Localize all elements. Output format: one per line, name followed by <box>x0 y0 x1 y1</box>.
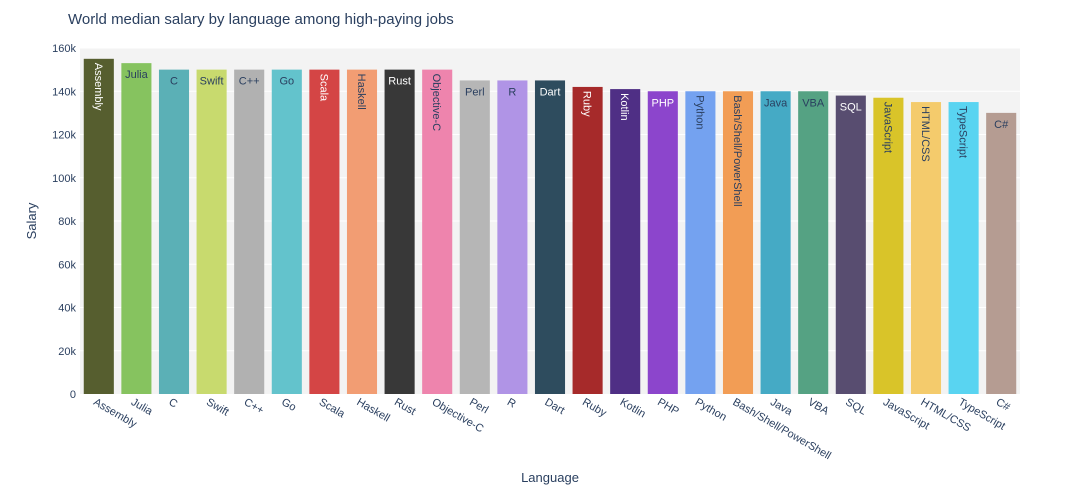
x-tick-label: VBA <box>806 396 832 418</box>
bar-label: R <box>508 86 516 98</box>
x-tick-label: Ruby <box>580 396 609 419</box>
bar-label: Perl <box>465 86 485 98</box>
x-tick-label: Julia <box>129 396 155 418</box>
bar <box>760 91 791 394</box>
bar <box>309 69 340 394</box>
y-axis-title: Salary <box>24 202 39 239</box>
x-tick-label: Dart <box>543 396 567 417</box>
y-tick-label: 0 <box>70 389 76 401</box>
bar <box>271 69 302 394</box>
x-tick-label: Rust <box>392 396 418 418</box>
x-tick-label: R <box>505 396 518 410</box>
x-tick-label: C# <box>994 396 1013 414</box>
bar <box>422 69 453 394</box>
bar <box>873 97 904 395</box>
bar <box>158 69 190 394</box>
y-tick-labels: 0 20k 40k 60k 80k 100k 120k 140k 160k <box>52 43 76 401</box>
chart-title: World median salary by language among hi… <box>68 11 454 28</box>
x-tick-label: Haskell <box>355 396 392 424</box>
bar-label: Assembly <box>92 63 104 111</box>
bar <box>346 69 378 394</box>
x-tick-label: C++ <box>242 396 266 417</box>
bar-label: SQL <box>840 102 862 114</box>
y-tick-label: 120k <box>52 130 76 142</box>
bar-label: VBA <box>802 97 825 109</box>
x-tick-label: PHP <box>655 396 681 418</box>
bar <box>798 91 829 394</box>
x-tick-label: Scala <box>317 396 348 421</box>
x-tick-label: Swift <box>204 396 231 418</box>
bar-labels: Assembly Julia C Swift C++ Go Scala Haskell Rust… <box>92 63 1009 207</box>
bar <box>835 95 866 394</box>
x-tick-label: C <box>167 396 180 410</box>
bar-label: Rust <box>388 76 411 88</box>
y-tick-label: 100k <box>52 173 76 185</box>
bar-label: Scala <box>317 74 329 102</box>
bar-label: HTML/CSS <box>919 106 931 162</box>
bar <box>685 91 716 394</box>
y-tick-label: 140k <box>52 86 76 98</box>
bar-label: Ruby <box>581 91 593 117</box>
bar <box>196 69 227 394</box>
y-tick-label: 160k <box>52 43 76 55</box>
bar <box>610 89 641 395</box>
bar-label: JavaScript <box>881 102 893 153</box>
x-tick-label: Python <box>693 396 729 424</box>
y-tick-label: 60k <box>58 259 76 271</box>
bar-label: Go <box>279 76 294 88</box>
bar-label: Haskell <box>355 74 367 110</box>
bars <box>83 58 1017 395</box>
y-tick-label: 40k <box>58 303 76 315</box>
x-tick-label: Java <box>768 396 795 418</box>
bar <box>459 80 490 394</box>
bar <box>497 80 528 394</box>
bar-label: C# <box>994 119 1009 131</box>
y-tick-label: 20k <box>58 346 76 358</box>
x-axis-title: Language <box>521 470 579 485</box>
x-tick-label: SQL <box>843 396 868 417</box>
bar-label: Kotlin <box>618 93 630 121</box>
bar-label: Bash/Shell/PowerShell <box>731 95 743 206</box>
bar-label: C <box>170 76 178 88</box>
bar <box>83 58 114 394</box>
bar-label: PHP <box>651 97 674 109</box>
x-tick-label: Kotlin <box>618 396 648 420</box>
bar <box>910 102 942 394</box>
bar-label: Objective-C <box>430 74 442 132</box>
bar <box>534 80 566 394</box>
x-tick-label: Go <box>279 396 298 414</box>
bar-label: Java <box>764 97 788 109</box>
bar <box>647 91 678 394</box>
bar-label: Swift <box>200 76 224 88</box>
bar <box>986 112 1017 394</box>
bar-label: Dart <box>540 86 561 98</box>
y-tick-label: 80k <box>58 216 76 228</box>
bar-label: C++ <box>239 76 260 88</box>
bar-label: Julia <box>125 69 149 81</box>
bar <box>121 63 152 394</box>
bar-label: Python <box>693 95 705 129</box>
x-tick-label: Perl <box>467 396 490 416</box>
bar <box>572 86 603 395</box>
bar <box>234 69 265 394</box>
bar <box>948 102 979 394</box>
bar-label: TypeScript <box>957 106 969 158</box>
bar <box>722 91 754 394</box>
bar <box>384 69 415 394</box>
